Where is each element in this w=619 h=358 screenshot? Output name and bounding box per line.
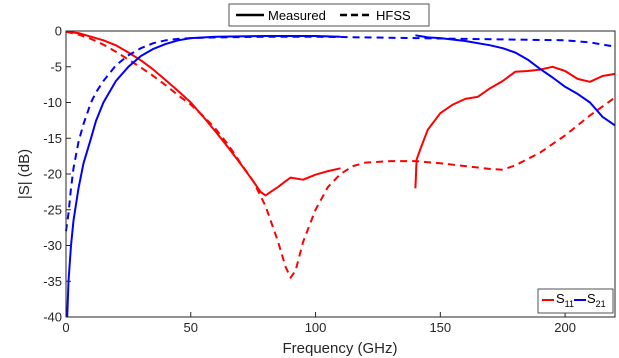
y-tick-label-6: -30 — [43, 238, 62, 253]
legend-s21-label: S21 — [587, 291, 606, 309]
y-tick-label-5: -25 — [43, 202, 62, 217]
y-tick-label-4: -20 — [43, 167, 62, 182]
y-tick-label-8: -40 — [43, 310, 62, 325]
y-axis-label: |S| (dB) — [16, 149, 33, 199]
style-legend-box — [228, 3, 430, 27]
x-axis-label: Frequency (GHz) — [282, 340, 397, 357]
parameter-legend: S11 S21 — [537, 288, 614, 314]
x-tick-label-3: 150 — [429, 320, 451, 335]
style-legend: Measured HFSS — [228, 3, 430, 27]
series-layer — [65, 30, 616, 318]
y-tick-label-0: 0 — [55, 24, 62, 39]
legend-s11-base: S — [556, 291, 565, 306]
legend-hfss-label: HFSS — [376, 8, 411, 23]
legend-s21-sub: 21 — [596, 299, 606, 309]
y-tick-label-3: -15 — [43, 131, 62, 146]
legend-s21-base: S — [587, 291, 596, 306]
x-tick-label-1: 50 — [184, 320, 198, 335]
x-tick-label-0: 0 — [62, 320, 69, 335]
legend-measured-label: Measured — [268, 8, 326, 23]
series-s11-measured-line-1 — [414, 65, 616, 189]
y-tick-label-2: -10 — [43, 95, 62, 110]
legend-s11-label: S11 — [556, 291, 574, 309]
x-tick-label-4: 200 — [554, 320, 576, 335]
tick-layer: 0 50 100 150 200 0 -5 -10 -15 -20 -25 -30 -35 -40 — [43, 24, 576, 336]
series-s11-measured-line-0 — [65, 30, 341, 197]
series-s11-hfss-line-0 — [65, 30, 616, 279]
legend-s11-sub: 11 — [565, 299, 574, 309]
y-tick-label-1: -5 — [50, 59, 62, 74]
y-tick-label-7: -35 — [43, 274, 62, 289]
x-tick-label-2: 100 — [305, 320, 327, 335]
